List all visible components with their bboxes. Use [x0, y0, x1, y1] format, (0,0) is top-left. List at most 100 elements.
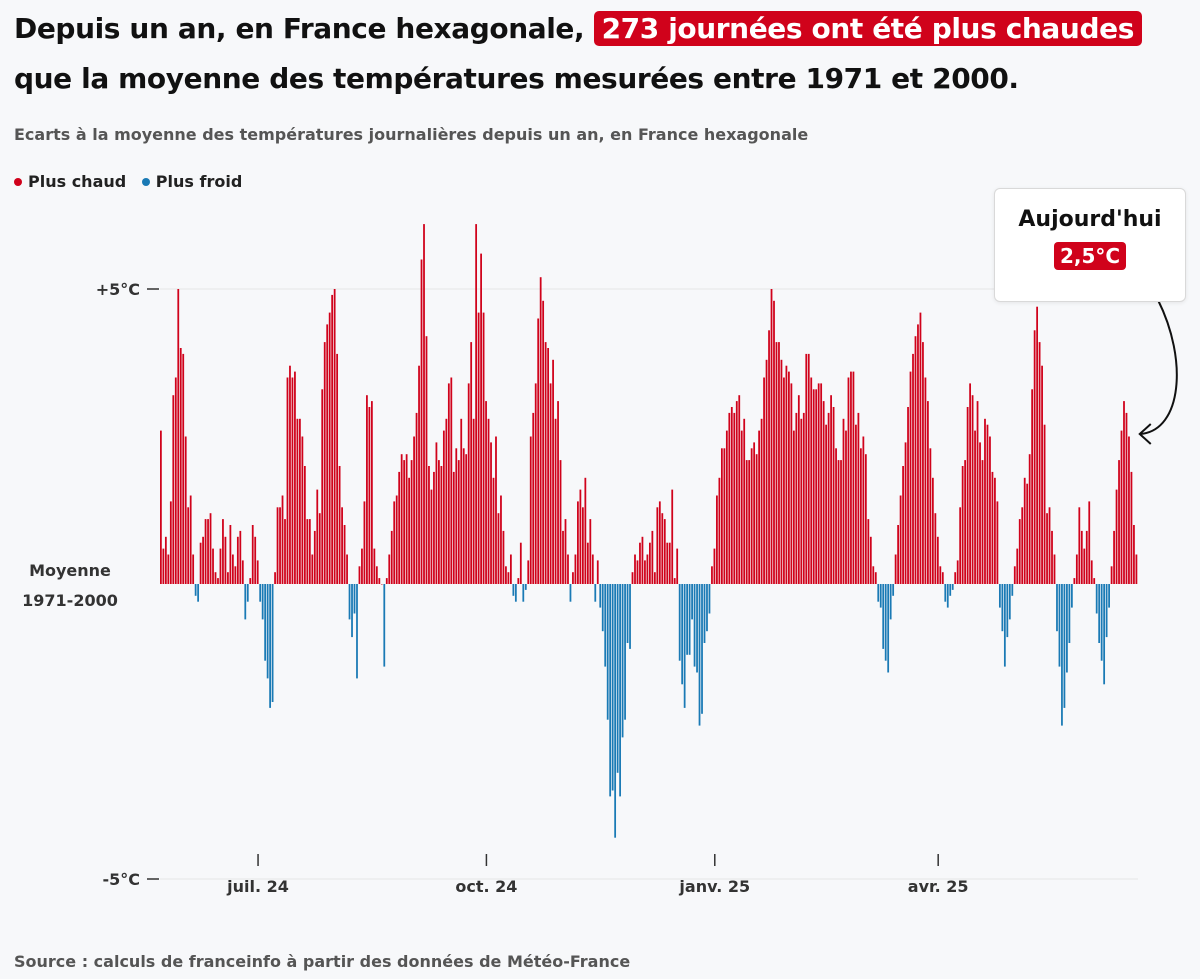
bar-day-389: [1123, 401, 1125, 584]
bar-day-360: [1051, 530, 1053, 584]
baseline-label-line2: 1971-2000: [22, 591, 118, 610]
bar-day-14: [192, 554, 195, 584]
bar-day-95: [393, 501, 396, 584]
bar-day-372: [1080, 530, 1083, 584]
bar-day-196: [644, 560, 646, 584]
bar-day-103: [413, 436, 415, 584]
bar-day-119: [452, 471, 455, 584]
bar-day-189: [626, 584, 629, 643]
bar-day-393: [1133, 525, 1135, 584]
bar-day-180: [604, 584, 607, 667]
bar-day-259: [800, 418, 803, 584]
bar-day-339: [998, 584, 1001, 608]
bar-day-184: [614, 584, 617, 838]
bar-day-313: [934, 513, 937, 584]
bar-day-352: [1031, 389, 1034, 584]
bar-day-258: [797, 395, 800, 584]
bar-day-201: [656, 507, 659, 584]
bar-day-173: [586, 542, 589, 584]
bar-day-238: [748, 460, 751, 584]
bar-day-345: [1013, 566, 1016, 584]
bar-day-254: [788, 371, 790, 584]
bar-day-86: [370, 401, 373, 584]
bar-day-242: [758, 430, 760, 584]
bar-day-243: [760, 418, 763, 584]
bar-day-327: [969, 383, 971, 584]
bar-day-108: [425, 336, 428, 584]
bar-day-341: [1003, 584, 1006, 667]
bar-day-348: [1021, 507, 1024, 584]
bar-day-43: [264, 584, 267, 661]
bar-day-277: [845, 430, 847, 584]
bar-day-237: [745, 460, 748, 584]
bar-day-233: [735, 401, 738, 584]
bar-day-100: [405, 454, 408, 584]
bar-day-296: [892, 584, 895, 596]
bar-day-330: [976, 401, 979, 584]
bar-day-13: [189, 495, 192, 584]
bar-day-351: [1028, 454, 1031, 584]
bar-day-171: [581, 507, 584, 584]
bar-day-27: [224, 536, 227, 584]
bar-day-25: [219, 548, 222, 584]
bar-day-311: [929, 448, 932, 584]
bar-day-361: [1053, 554, 1056, 584]
bar-day-230: [728, 412, 731, 584]
bar-day-257: [795, 412, 798, 584]
bar-day-66: [321, 389, 324, 584]
bar-day-323: [959, 507, 962, 584]
bar-day-73: [338, 466, 341, 584]
bar-day-321: [954, 572, 957, 584]
bar-day-1: [160, 430, 162, 584]
bar-day-143: [512, 584, 515, 596]
bar-day-388: [1120, 430, 1123, 584]
bar-day-222: [708, 584, 711, 614]
bar-day-20: [207, 519, 209, 584]
bar-day-346: [1016, 548, 1019, 584]
bar-day-168: [574, 554, 577, 584]
bar-day-186: [619, 584, 621, 797]
bar-day-240: [753, 442, 756, 584]
bar-day-324: [961, 466, 964, 584]
bar-day-375: [1088, 501, 1091, 584]
bar-day-147: [522, 584, 525, 602]
bar-day-134: [490, 442, 492, 584]
bar-day-231: [730, 407, 733, 584]
bar-day-158: [549, 383, 552, 584]
bar-day-340: [1001, 584, 1004, 632]
bar-day-75: [343, 525, 346, 584]
today-callout: Aujourd'hui 2,5°C: [994, 188, 1186, 302]
bar-day-308: [922, 342, 924, 584]
bar-day-165: [567, 554, 569, 584]
baseline-label-line1: Moyenne: [29, 561, 111, 580]
bar-day-128: [475, 224, 478, 584]
bar-day-7: [174, 377, 177, 584]
bar-day-96: [395, 495, 398, 584]
bar-day-80: [356, 584, 358, 679]
bar-day-31: [234, 566, 237, 584]
bar-day-350: [1026, 483, 1029, 584]
bar-day-112: [435, 442, 438, 584]
bar-day-263: [810, 377, 813, 584]
bar-day-333: [984, 418, 986, 584]
bar-day-314: [936, 536, 939, 584]
bar-day-54: [291, 377, 294, 584]
bar-day-299: [899, 495, 902, 584]
bar-day-253: [785, 365, 788, 584]
bar-day-369: [1073, 578, 1076, 584]
bar-day-200: [653, 572, 656, 584]
bar-day-204: [663, 519, 666, 584]
bar-day-349: [1023, 477, 1026, 584]
bar-day-235: [740, 430, 743, 584]
bar-day-287: [869, 536, 872, 584]
bar-day-76: [346, 554, 348, 584]
xtick-label-3: avr. 25: [908, 877, 969, 896]
bar-day-279: [850, 371, 852, 584]
bar-day-336: [991, 471, 994, 584]
bar-day-216: [693, 584, 696, 667]
bar-day-332: [981, 460, 984, 584]
ytick-label-0: +5°C: [96, 280, 140, 299]
bar-day-256: [792, 430, 795, 584]
bar-day-212: [683, 584, 686, 708]
bar-day-265: [815, 389, 818, 584]
